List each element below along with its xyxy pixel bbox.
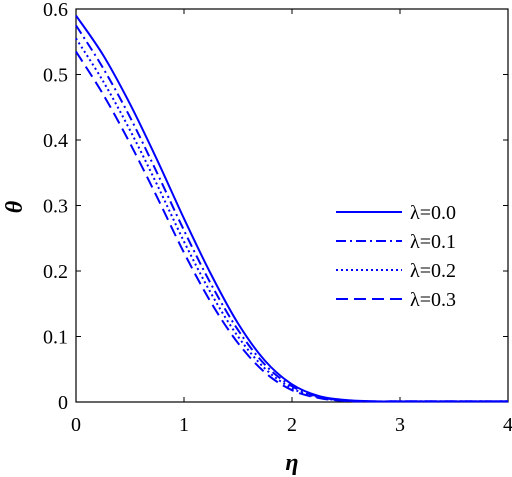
- x-tick-label: 1: [179, 414, 189, 436]
- series-lines: [75, 14, 508, 403]
- legend: λ=0.0 λ=0.1 λ=0.2 λ=0.3: [336, 202, 456, 311]
- x-axis: 0 1 2 3 4: [71, 9, 512, 436]
- x-tick-label: 4: [503, 414, 512, 436]
- y-tick-label: 0.6: [43, 0, 68, 21]
- x-tick-label: 3: [395, 414, 405, 436]
- legend-label-3: λ=0.3: [410, 289, 456, 311]
- x-tick-label: 2: [287, 414, 297, 436]
- y-axis: 0 0.1 0.2 0.3 0.4 0.5 0.6: [43, 0, 508, 414]
- x-tick-label: 0: [71, 414, 81, 436]
- y-tick-label: 0.3: [43, 196, 68, 218]
- y-tick-label: 0.2: [43, 261, 68, 283]
- y-tick-label: 0: [58, 392, 68, 414]
- legend-label-0: λ=0.0: [410, 202, 456, 224]
- y-tick-label: 0.5: [43, 65, 68, 87]
- legend-label-2: λ=0.2: [410, 260, 456, 282]
- x-axis-title: η: [285, 450, 298, 476]
- legend-label-1: λ=0.1: [410, 231, 456, 253]
- series-line-3: [75, 51, 508, 403]
- y-tick-label: 0.4: [43, 130, 68, 152]
- y-axis-title: θ: [2, 200, 28, 213]
- y-tick-label: 0.1: [43, 327, 68, 349]
